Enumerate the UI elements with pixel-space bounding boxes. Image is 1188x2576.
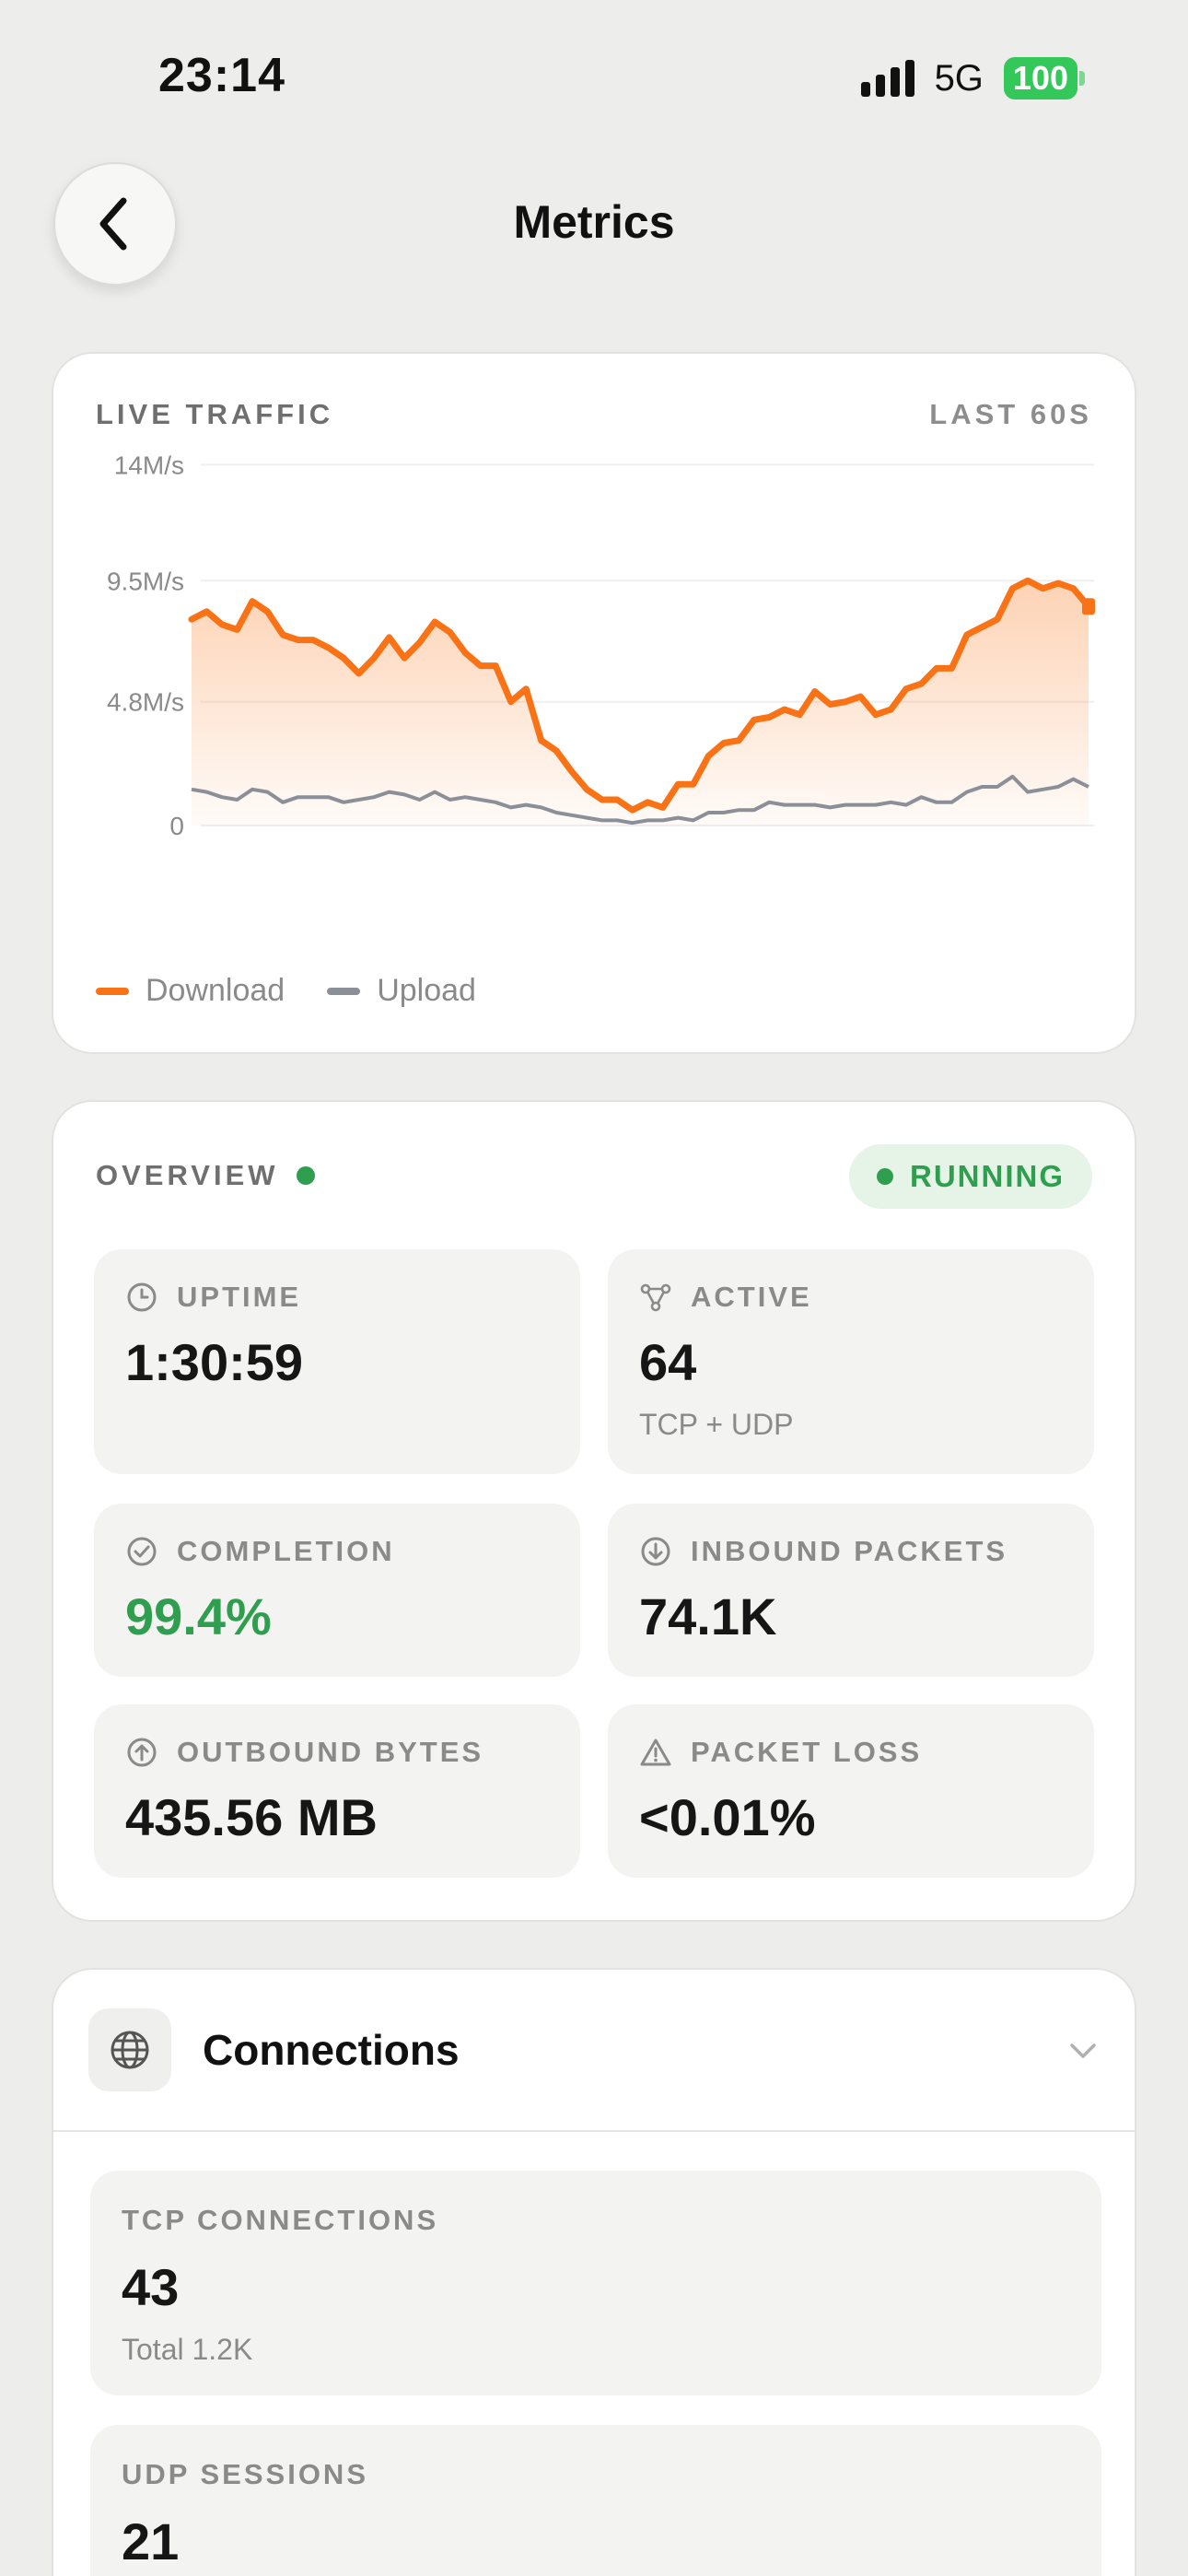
tile-value: 435.56 MB [125,1788,378,1846]
chevron-left-icon [99,197,127,251]
network-nodes-icon [640,1283,671,1312]
overview-card: OVERVIEW RUNNING UPTIME 1:30:59 ACTIVE 6… [52,1100,1136,1922]
tile-inbound-packets: INBOUND PACKETS 74.1K [608,1504,1094,1677]
download-area [192,580,1089,825]
tcp-sub: Total 1.2K [122,2333,253,2366]
y-tick-label: 14M/s [114,451,184,479]
tile-label: ACTIVE [691,1281,812,1313]
traffic-chart: 14M/s 9.5M/s 4.8M/s 0 [107,451,1095,837]
divider [53,2130,1135,2132]
y-tick-label: 0 [169,812,184,837]
legend-download: Download [96,973,285,1009]
battery-level: 100 [1003,57,1077,100]
overview-status-dot [297,1166,315,1185]
y-tick-label: 9.5M/s [107,567,184,595]
status-badge: RUNNING [849,1144,1092,1209]
tile-value: 74.1K [639,1587,777,1645]
live-traffic-label: LIVE TRAFFIC [96,398,334,430]
connections-title: Connections [203,2026,460,2074]
download-current-marker [1082,598,1095,615]
chevron-down-icon[interactable] [1066,2034,1100,2067]
download-series-line [188,577,1092,814]
tile-value: 1:30:59 [125,1333,304,1391]
live-traffic-card: LIVE TRAFFIC LAST 60S 14M/s 9.5M/s 4.8M/s 0… [52,352,1136,1054]
back-button[interactable] [53,162,177,286]
overview-label: OVERVIEW [96,1159,279,1191]
arrow-up-circle-icon [127,1738,157,1767]
chart-legend: Download Upload [96,973,476,1009]
tile-label: INBOUND PACKETS [691,1535,1008,1567]
tile-label: UPTIME [177,1281,302,1313]
legend-download-label: Download [146,973,285,1008]
connections-card: Connections TCP CONNECTIONS 43 Total 1.2… [52,1968,1136,2576]
udp-value: 21 [122,2512,180,2570]
status-badge-label: RUNNING [910,1159,1065,1193]
battery-icon: 100 [1003,57,1085,100]
tcp-label: TCP CONNECTIONS [122,2204,439,2236]
tcp-value: 43 [122,2258,180,2316]
status-indicators: 5G 100 [860,57,1085,100]
cellular-signal-icon [860,60,914,97]
warning-triangle-icon [640,1739,671,1766]
clock-icon [127,1282,157,1312]
upload-series-line [191,774,1089,825]
check-circle-icon [127,1537,157,1566]
network-type: 5G [934,57,984,99]
tcp-connections-tile: TCP CONNECTIONS 43 Total 1.2K [90,2171,1101,2395]
tile-outbound-bytes: OUTBOUND BYTES 435.56 MB [94,1704,580,1878]
tile-sub: TCP + UDP [639,1408,794,1441]
status-time: 23:14 [158,49,285,102]
udp-label: UDP SESSIONS [122,2458,369,2490]
tile-label: OUTBOUND BYTES [177,1736,484,1768]
tile-active: ACTIVE 64 TCP + UDP [608,1249,1094,1474]
y-tick-label: 4.8M/s [107,688,184,717]
globe-icon [111,2031,149,2069]
tile-value: 99.4% [125,1587,272,1645]
tile-packet-loss: PACKET LOSS <0.01% [608,1704,1094,1878]
tile-value: <0.01% [639,1788,816,1846]
status-bar: 23:14 5G 100 [0,0,1188,157]
page-title: Metrics [513,196,675,248]
tile-value: 64 [639,1333,697,1391]
connections-icon-wrap [88,2008,171,2091]
tile-uptime: UPTIME 1:30:59 [94,1249,580,1474]
tile-label: PACKET LOSS [691,1736,923,1768]
legend-upload-label: Upload [377,973,476,1008]
tile-completion: COMPLETION 99.4% [94,1504,580,1677]
tile-label: COMPLETION [177,1535,395,1567]
arrow-down-circle-icon [641,1537,670,1566]
legend-upload: Upload [327,973,476,1009]
traffic-range: LAST 60S [929,398,1092,430]
udp-sessions-tile: UDP SESSIONS 21 [90,2425,1101,2576]
